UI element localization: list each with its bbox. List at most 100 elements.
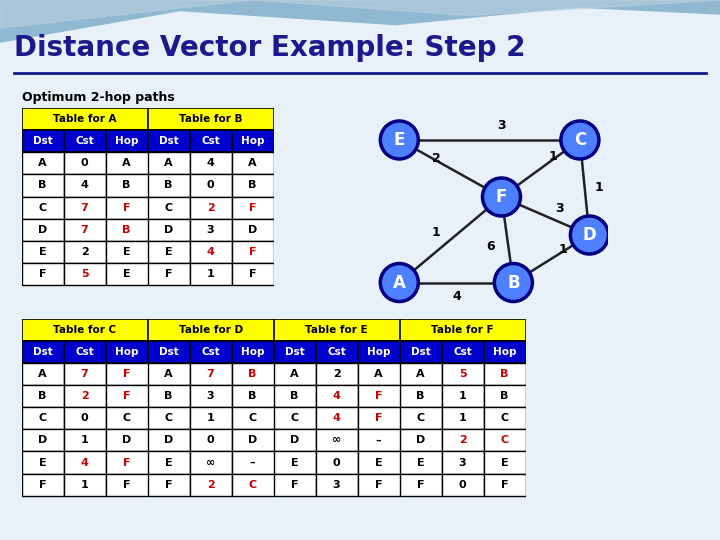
Bar (63, 385, 106, 407)
Bar (232, 219, 274, 241)
Text: F: F (375, 413, 382, 423)
Text: E: E (501, 457, 508, 468)
Bar (148, 241, 189, 263)
Bar (315, 407, 358, 429)
Text: F: F (249, 247, 256, 257)
Text: A: A (374, 369, 383, 379)
Bar (274, 319, 400, 341)
Bar (315, 429, 358, 451)
Text: D: D (248, 435, 257, 445)
Bar (106, 407, 148, 429)
Text: E: E (394, 131, 405, 149)
Bar (22, 263, 63, 285)
Bar (106, 174, 148, 197)
Bar (148, 385, 189, 407)
Text: F: F (375, 480, 382, 490)
Text: 4: 4 (207, 247, 215, 257)
Bar (106, 429, 148, 451)
Bar (22, 319, 148, 341)
Bar (484, 385, 526, 407)
Bar (400, 385, 441, 407)
Text: Cst: Cst (453, 347, 472, 357)
Bar (358, 407, 400, 429)
Bar (315, 341, 358, 363)
Bar (22, 341, 63, 363)
Text: 0: 0 (333, 457, 341, 468)
Text: 3: 3 (333, 480, 341, 490)
Bar (63, 451, 106, 474)
Text: E: E (39, 457, 46, 468)
Bar (22, 108, 148, 130)
Text: F: F (123, 391, 130, 401)
Text: Table for C: Table for C (53, 325, 116, 335)
Text: 3: 3 (207, 225, 215, 235)
Bar (148, 197, 189, 219)
Text: F: F (123, 202, 130, 213)
Text: F: F (417, 480, 424, 490)
Text: F: F (496, 188, 507, 206)
Text: B: B (416, 391, 425, 401)
Text: D: D (248, 225, 257, 235)
Text: 4: 4 (207, 158, 215, 168)
Bar (315, 451, 358, 474)
Bar (315, 363, 358, 385)
Text: B: B (38, 391, 47, 401)
Text: F: F (123, 480, 130, 490)
Bar (189, 130, 232, 152)
Bar (63, 130, 106, 152)
Bar (148, 108, 274, 130)
Text: E: E (39, 247, 46, 257)
Bar (232, 451, 274, 474)
Bar (106, 241, 148, 263)
Text: 6: 6 (487, 240, 495, 253)
Text: B: B (122, 180, 131, 191)
Bar (189, 152, 232, 174)
Bar (441, 474, 484, 496)
Bar (189, 241, 232, 263)
Text: Dst: Dst (284, 347, 305, 357)
Bar (148, 474, 189, 496)
Bar (148, 451, 189, 474)
Text: F: F (375, 391, 382, 401)
Text: 4: 4 (333, 391, 341, 401)
Bar (189, 174, 232, 197)
Polygon shape (0, 0, 720, 42)
Text: D: D (164, 225, 174, 235)
Text: 1: 1 (81, 435, 89, 445)
Text: ∞: ∞ (206, 457, 215, 468)
Bar (400, 429, 441, 451)
Text: Hop: Hop (493, 347, 516, 357)
Text: Cst: Cst (75, 136, 94, 146)
Bar (106, 152, 148, 174)
Bar (274, 451, 315, 474)
Bar (189, 341, 232, 363)
Text: B: B (500, 369, 509, 379)
Text: 2: 2 (459, 435, 467, 445)
Text: E: E (165, 457, 172, 468)
Bar (22, 429, 63, 451)
Bar (484, 341, 526, 363)
Circle shape (380, 121, 418, 159)
Text: F: F (291, 480, 298, 490)
Bar (63, 263, 106, 285)
Text: A: A (393, 274, 406, 292)
Text: Table for D: Table for D (179, 325, 243, 335)
Bar (441, 341, 484, 363)
Text: 5: 5 (81, 269, 89, 279)
Text: 3: 3 (498, 119, 505, 132)
Circle shape (561, 121, 599, 159)
Text: Table for B: Table for B (179, 114, 243, 124)
Text: 0: 0 (81, 413, 89, 423)
Circle shape (380, 264, 418, 301)
Bar (484, 451, 526, 474)
Text: E: E (123, 269, 130, 279)
Text: Dst: Dst (32, 347, 53, 357)
Text: 2: 2 (81, 391, 89, 401)
Text: 3: 3 (555, 202, 564, 215)
Bar (441, 407, 484, 429)
Bar (22, 174, 63, 197)
Text: D: D (38, 435, 48, 445)
Bar (63, 474, 106, 496)
Bar (22, 241, 63, 263)
Text: 2: 2 (81, 247, 89, 257)
